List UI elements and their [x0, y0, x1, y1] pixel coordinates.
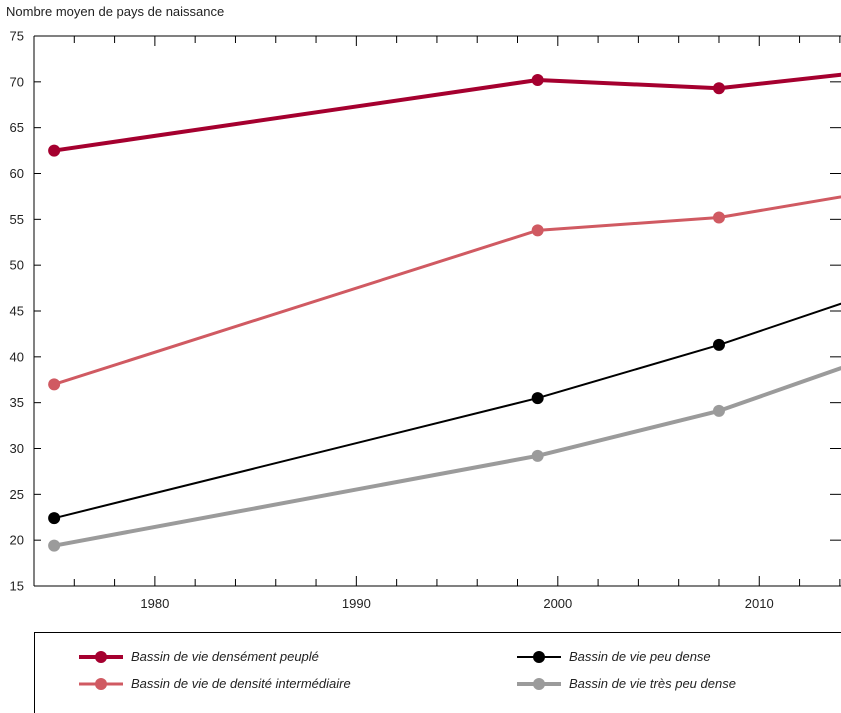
legend-swatch-low	[517, 650, 561, 663]
legend-swatch-very-low	[517, 677, 561, 690]
legend: Bassin de vie densément peuplé Bassin de…	[34, 632, 841, 713]
series-0-point-1975	[48, 144, 61, 157]
y-tick-label-40: 40	[10, 349, 24, 364]
legend-item-low: Bassin de vie peu dense	[515, 649, 711, 664]
legend-item-dense: Bassin de vie densément peuplé	[77, 649, 319, 664]
legend-label-intermediate: Bassin de vie de densité intermédiaire	[131, 676, 351, 691]
series-0-point-2008	[712, 82, 725, 95]
line-chart: 15 20 25 30 35 40 45 50 55 60 65 70 75 1980 1990 2000 20…	[10, 29, 841, 611]
y-axis-title: Nombre moyen de pays de naissance	[6, 4, 225, 19]
y-tick-label-65: 65	[10, 120, 24, 135]
y-tick-label-35: 35	[10, 395, 24, 410]
legend-label-low: Bassin de vie peu dense	[569, 649, 711, 664]
series-3-point-2008	[712, 404, 725, 417]
series-2-point-2008	[712, 338, 725, 351]
legend-label-dense: Bassin de vie densément peuplé	[131, 649, 319, 664]
series-2-point-1975	[48, 512, 61, 525]
series-line-3	[53, 365, 841, 548]
series-1-point-2008	[712, 211, 725, 224]
series-3-point-1975	[48, 539, 61, 552]
x-tick-label-1990: 1990	[342, 596, 371, 611]
y-tick-label-50: 50	[10, 258, 24, 273]
series-2-point-1999	[531, 392, 544, 405]
legend-label-very-low: Bassin de vie très peu dense	[569, 676, 736, 691]
x-tick-label-1980: 1980	[140, 596, 169, 611]
legend-item-intermediate: Bassin de vie de densité intermédiaire	[77, 676, 351, 691]
y-tick-label-60: 60	[10, 166, 24, 181]
legend-item-very-low: Bassin de vie très peu dense	[515, 676, 736, 691]
y-tick-label-45: 45	[10, 304, 24, 319]
y-tick-label-30: 30	[10, 441, 24, 456]
series-0-point-1999	[531, 74, 544, 86]
y-tick-label-75: 75	[10, 29, 24, 44]
legend-swatch-dense	[79, 650, 123, 663]
y-tick-label-15: 15	[10, 579, 24, 594]
y-tick-label-70: 70	[10, 74, 24, 89]
series-1-point-1975	[48, 378, 61, 391]
series-line-0	[53, 72, 841, 153]
x-tick-label-2010: 2010	[745, 596, 774, 611]
y-tick-label-20: 20	[10, 533, 24, 548]
series-line-2	[53, 302, 841, 520]
x-tick-label-2000: 2000	[543, 596, 572, 611]
series-1-point-1999	[531, 224, 544, 237]
y-tick-label-55: 55	[10, 212, 24, 227]
series-3-point-1999	[531, 449, 544, 462]
y-tick-label-25: 25	[10, 487, 24, 502]
series-line-1	[53, 195, 841, 386]
legend-swatch-intermediate	[79, 677, 123, 690]
